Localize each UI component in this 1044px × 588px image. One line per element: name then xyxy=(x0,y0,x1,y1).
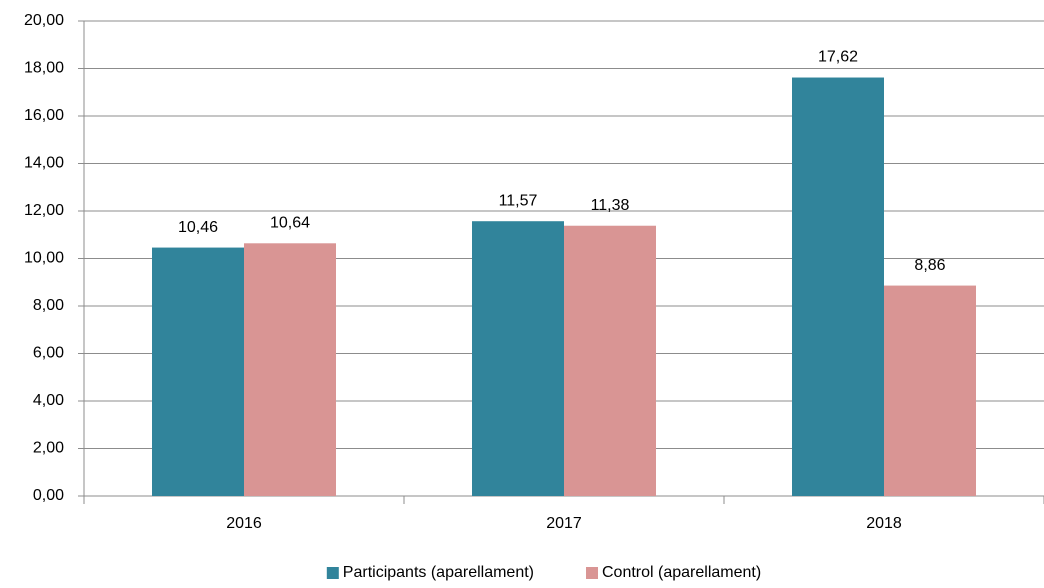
y-tick-label: 14,00 xyxy=(24,155,64,172)
y-tick-label: 10,00 xyxy=(24,250,64,267)
y-tick-label: 6,00 xyxy=(33,345,64,362)
x-tick-label: 2018 xyxy=(866,515,902,532)
legend-swatch xyxy=(586,567,599,579)
value-label: 10,64 xyxy=(270,215,310,232)
bar xyxy=(472,221,564,496)
legend-label: Control (aparellament) xyxy=(602,564,761,581)
y-tick-label: 8,00 xyxy=(33,297,64,314)
bar xyxy=(152,247,244,496)
x-tick-label: 2017 xyxy=(546,515,582,532)
value-label: 11,38 xyxy=(591,197,630,214)
legend-swatch xyxy=(326,567,339,579)
y-tick-label: 12,00 xyxy=(24,202,64,219)
y-tick-label: 2,00 xyxy=(33,440,64,457)
legend-label: Participants (aparellament) xyxy=(343,564,534,581)
value-label: 17,62 xyxy=(818,49,858,66)
bar xyxy=(244,243,336,496)
bar xyxy=(792,77,884,497)
value-label: 10,46 xyxy=(178,219,218,236)
y-tick-label: 4,00 xyxy=(33,392,64,409)
y-tick-label: 20,00 xyxy=(24,12,64,29)
bar xyxy=(884,285,976,496)
value-label: 11,57 xyxy=(499,192,538,209)
y-tick-label: 0,00 xyxy=(33,487,64,504)
bar xyxy=(564,225,656,496)
y-tick-label: 16,00 xyxy=(24,107,64,124)
value-label: 8,86 xyxy=(914,257,945,274)
x-tick-label: 2016 xyxy=(226,515,262,532)
y-tick-label: 18,00 xyxy=(24,60,64,77)
